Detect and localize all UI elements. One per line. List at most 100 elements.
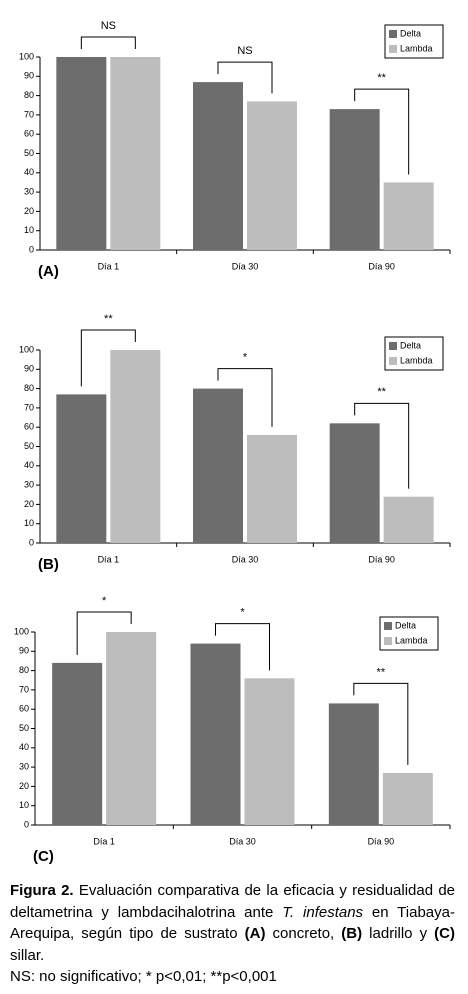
bar <box>106 632 157 825</box>
caption: Figura 2. Evaluación comparativa de la e… <box>10 880 455 988</box>
y-tick-label: 10 <box>24 225 34 235</box>
significance-label: ** <box>104 313 113 325</box>
panel-label: (A) <box>38 263 59 280</box>
y-tick-label: 90 <box>19 646 29 656</box>
bar <box>383 182 434 250</box>
y-tick-label: 80 <box>19 665 29 675</box>
panel-label: (C) <box>33 848 54 865</box>
significance-label: * <box>240 606 245 618</box>
bar <box>56 57 107 250</box>
significance-label: ** <box>377 386 386 398</box>
y-tick-label: 100 <box>14 626 29 636</box>
bar <box>56 394 107 543</box>
bar <box>383 496 434 543</box>
y-tick-label: 50 <box>19 723 29 733</box>
significance-bracket <box>217 368 273 427</box>
legend-swatch <box>389 45 397 53</box>
caption-text: Figura 2. Evaluación comparativa de la e… <box>10 880 455 966</box>
significance-bracket <box>80 36 136 49</box>
bar <box>193 82 243 250</box>
x-tick-label: Día 30 <box>232 261 259 271</box>
x-tick-label: Día 1 <box>93 836 115 846</box>
caption-ref: (A) <box>244 925 266 942</box>
significance-label: ** <box>377 666 386 678</box>
legend-label: Lambda <box>395 635 428 645</box>
y-tick-label: 90 <box>24 364 34 374</box>
legend-swatch <box>389 342 397 350</box>
y-tick-label: 100 <box>19 51 34 61</box>
y-tick-label: 10 <box>19 800 29 810</box>
caption-run: concreto, <box>265 925 342 942</box>
y-tick-label: 80 <box>24 90 34 100</box>
y-tick-label: 60 <box>19 704 29 714</box>
significance-label: * <box>243 352 248 364</box>
bar <box>190 643 241 825</box>
x-tick-label: Día 30 <box>229 836 256 846</box>
y-tick-label: 80 <box>24 383 34 393</box>
x-tick-label: Día 90 <box>368 261 395 271</box>
y-tick-label: 40 <box>24 460 34 470</box>
y-tick-label: 40 <box>19 742 29 752</box>
y-tick-label: 70 <box>24 402 34 412</box>
caption-run: ladrillo y <box>362 925 435 942</box>
legend-label: Delta <box>400 28 421 38</box>
significance-bracket <box>354 88 410 175</box>
bar <box>52 662 103 825</box>
y-tick-label: 70 <box>24 109 34 119</box>
legend-label: Delta <box>395 620 416 630</box>
caption-note: NS: no significativo; * p<0,01; **p<0,00… <box>10 968 277 985</box>
y-tick-label: 60 <box>24 422 34 432</box>
bar <box>244 678 295 825</box>
legend-swatch <box>384 637 392 645</box>
x-tick-label: Día 30 <box>232 554 259 564</box>
significance-bracket <box>80 329 136 387</box>
significance-bracket <box>76 611 132 655</box>
y-tick-label: 0 <box>24 819 29 829</box>
y-tick-label: 100 <box>19 344 34 354</box>
y-tick-label: 30 <box>19 761 29 771</box>
caption-run: sillar. <box>10 946 45 964</box>
bar <box>329 423 380 543</box>
y-tick-label: 20 <box>24 499 34 509</box>
y-tick-label: 30 <box>24 479 34 489</box>
caption-ref: (C) <box>434 925 455 942</box>
legend-label: Delta <box>400 340 421 350</box>
x-tick-label: Día 1 <box>98 261 120 271</box>
caption-run: en Tiabaya-Arequipa, según tipo de sustr… <box>10 903 455 943</box>
bar <box>328 703 379 825</box>
y-tick-label: 10 <box>24 518 34 528</box>
x-tick-label: Día 1 <box>98 554 120 564</box>
y-tick-label: 30 <box>24 186 34 196</box>
x-tick-label: Día 90 <box>368 554 395 564</box>
y-tick-label: 40 <box>24 167 34 177</box>
caption-label: Figura 2. <box>10 882 74 899</box>
panel-label: (B) <box>38 556 59 573</box>
legend-label: Lambda <box>400 355 433 365</box>
legend-label: Lambda <box>400 43 433 53</box>
bar <box>247 101 297 250</box>
y-tick-label: 50 <box>24 148 34 158</box>
bar <box>329 109 380 250</box>
bar <box>110 350 161 543</box>
y-tick-label: 50 <box>24 441 34 451</box>
y-tick-label: 20 <box>24 206 34 216</box>
significance-label: NS <box>101 20 116 32</box>
bar <box>110 57 161 250</box>
bar <box>247 434 297 543</box>
caption-species: T. infestans <box>282 903 364 921</box>
legend-swatch <box>389 30 397 38</box>
caption-run: Evaluación comparativa de la eficacia y … <box>10 882 456 921</box>
significance-label: NS <box>237 45 252 57</box>
significance-label: ** <box>377 72 386 84</box>
legend-swatch <box>384 622 392 630</box>
y-tick-label: 90 <box>24 71 34 81</box>
significance-bracket <box>215 623 270 671</box>
significance-bracket <box>353 682 409 765</box>
y-tick-label: 0 <box>29 244 34 254</box>
legend-swatch <box>389 357 397 365</box>
y-tick-label: 60 <box>24 129 34 139</box>
y-tick-label: 70 <box>19 684 29 694</box>
bar <box>382 772 433 825</box>
